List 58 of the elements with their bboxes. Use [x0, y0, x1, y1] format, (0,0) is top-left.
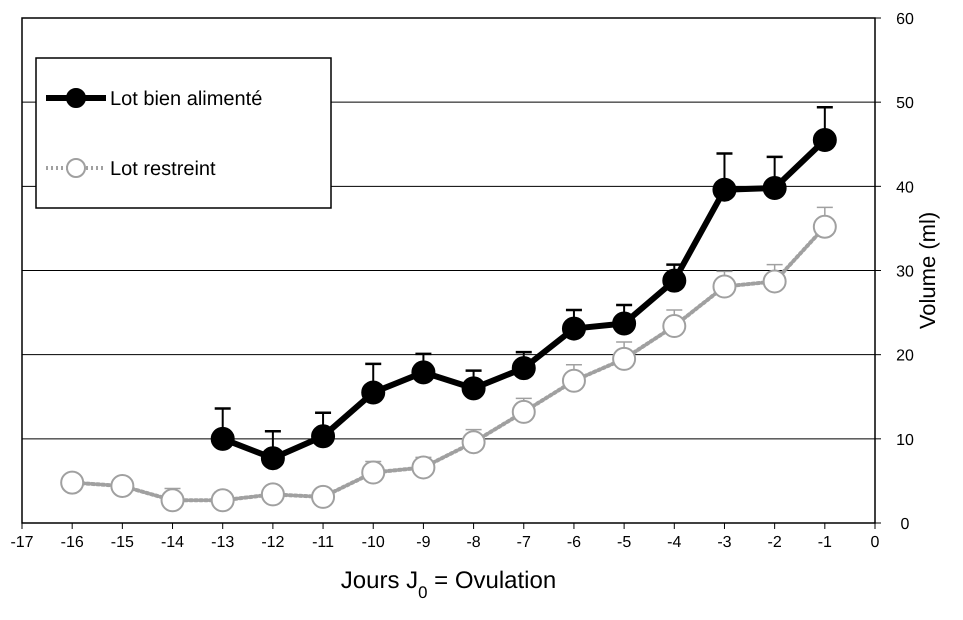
- x-tick-label: -14: [160, 534, 184, 551]
- x-tick-label: -5: [617, 534, 632, 551]
- x-tick-label: -17: [10, 534, 34, 551]
- point: [712, 178, 736, 202]
- point: [260, 446, 285, 470]
- legend-label: Lot bien alimenté: [110, 88, 262, 110]
- point: [311, 424, 336, 448]
- point: [662, 314, 686, 338]
- y-tick-label: 0: [900, 516, 910, 533]
- x-tick-label: -4: [667, 534, 682, 551]
- x-tick-label: -9: [416, 534, 431, 551]
- point: [712, 274, 736, 298]
- x-tick-label: -16: [60, 534, 84, 551]
- x-tick-label: -11: [312, 534, 334, 551]
- point: [361, 460, 386, 484]
- point: [210, 426, 235, 451]
- point: [812, 128, 837, 152]
- x-tick-label: -13: [211, 534, 234, 551]
- point: [60, 470, 84, 495]
- point: [662, 268, 686, 293]
- x-tick-label: -10: [362, 534, 385, 551]
- y-tick-label: 30: [896, 264, 914, 280]
- x-tick-label: -8: [466, 534, 481, 551]
- legend-label: Lot restreint: [110, 158, 216, 180]
- y-tick-label: 50: [896, 95, 914, 112]
- x-tick-label: -3: [717, 534, 732, 551]
- point: [612, 346, 636, 371]
- point: [110, 474, 134, 498]
- point: [512, 356, 536, 380]
- x-tick-label: -6: [566, 534, 582, 551]
- x-axis-title: Jours J$_{0}$ = Ovulation: [340, 567, 556, 602]
- point: [311, 484, 336, 509]
- point: [160, 488, 185, 512]
- y-tick-label: 60: [896, 11, 914, 28]
- point: [411, 360, 436, 384]
- point: [612, 312, 636, 336]
- x-tick-label: -15: [110, 534, 134, 551]
- point: [512, 400, 536, 424]
- y-axis-title: Volume (ml): [915, 212, 940, 330]
- y-tick-label: 20: [896, 348, 914, 365]
- point: [411, 455, 436, 480]
- x-tick-label: -2: [768, 534, 782, 551]
- point: [562, 368, 586, 393]
- point: [762, 269, 787, 294]
- y-tick-label: 10: [896, 432, 914, 449]
- x-tick-label: -1: [818, 534, 832, 551]
- y-tick-label: 40: [896, 179, 914, 196]
- point: [762, 176, 787, 200]
- point: [562, 316, 586, 341]
- x-tick-label: 0: [870, 534, 880, 551]
- point: [812, 214, 837, 239]
- point: [462, 430, 486, 454]
- point: [260, 482, 285, 506]
- x-tick-label: -7: [516, 534, 531, 551]
- x-tick-label: -12: [261, 534, 285, 551]
- point: [361, 380, 386, 405]
- point: [210, 488, 235, 512]
- point: [462, 376, 486, 400]
